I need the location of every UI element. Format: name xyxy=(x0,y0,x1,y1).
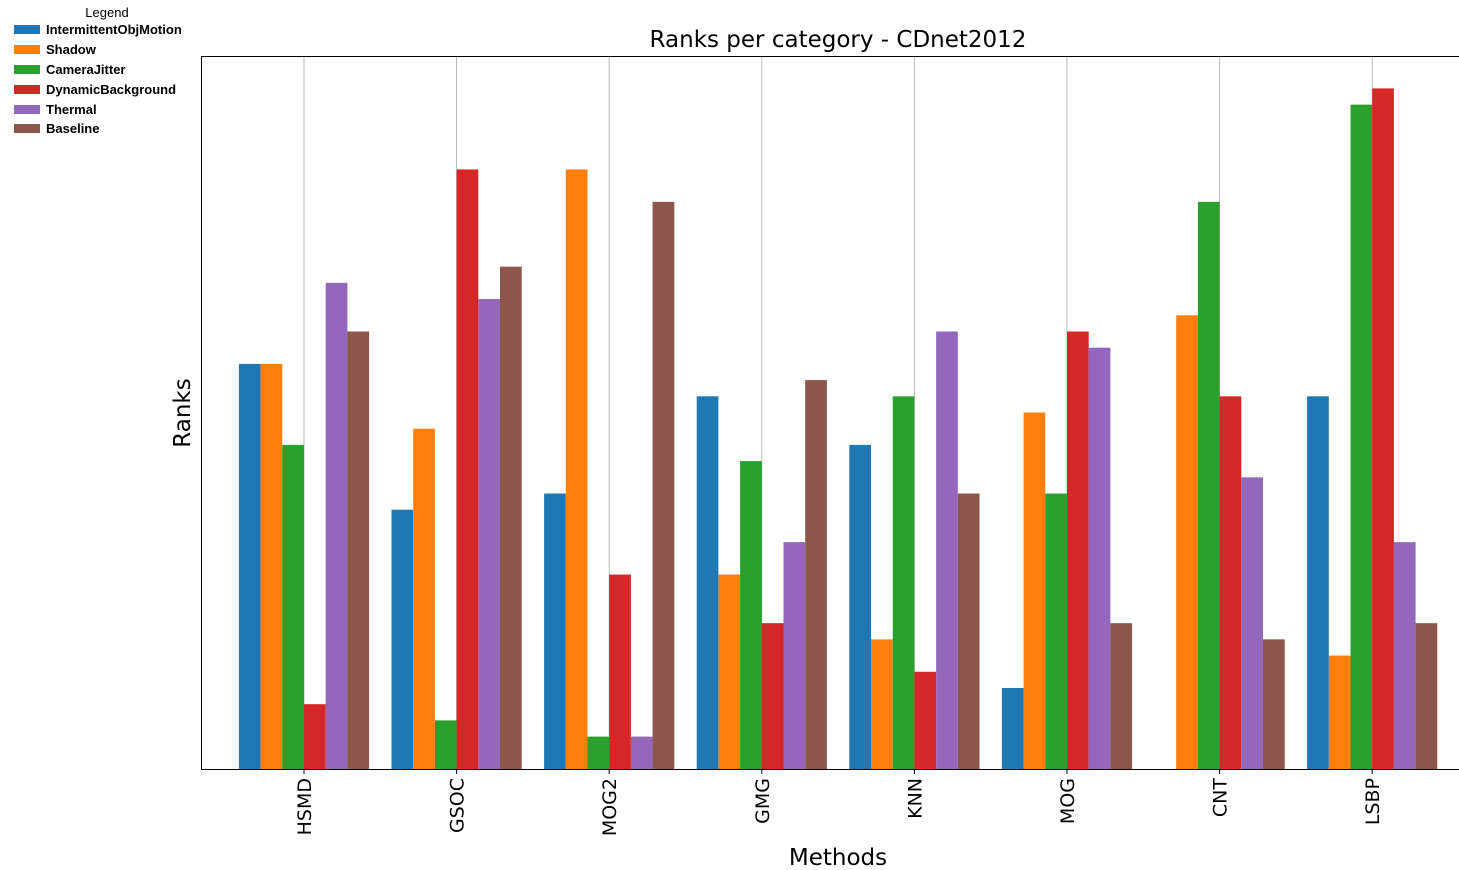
legend-label: IntermittentObjMotion xyxy=(46,22,182,38)
x-tick-label: HSMD xyxy=(294,778,316,835)
bar-mog2-baseline xyxy=(652,201,675,770)
bar-gsoc-shadow xyxy=(413,428,435,769)
legend-swatch xyxy=(14,45,40,55)
bar-mog2-shadow xyxy=(565,169,588,769)
x-axis-label: Methods xyxy=(789,845,887,870)
legend-swatch xyxy=(14,84,40,94)
bar-mog-intermittentobjmotion xyxy=(1001,687,1024,769)
bar-lsbp-dynamicbackground xyxy=(1372,88,1394,769)
bar-gmg-shadow xyxy=(718,574,741,769)
x-tick-label: MOG xyxy=(1057,778,1079,824)
bar-hsmd-baseline xyxy=(347,331,370,769)
bar-knn-shadow xyxy=(871,639,893,769)
bar-mog2-camerajitter xyxy=(587,736,610,769)
x-tick-label: GSOC xyxy=(447,778,469,833)
x-ticks: HSMD GSOC MOG2 GMG KNN MOG CNT LSBP xyxy=(294,769,1384,836)
bar-gsoc-baseline xyxy=(500,266,522,769)
bar-lsbp-thermal xyxy=(1393,542,1416,769)
legend-label: Baseline xyxy=(46,121,100,137)
bar-cnt-shadow xyxy=(1176,315,1198,769)
bar-gmg-intermittentobjmotion xyxy=(696,396,719,769)
legend-items: IntermittentObjMotion Shadow CameraJitter D… xyxy=(14,20,200,139)
bar-gsoc-camerajitter xyxy=(434,720,457,769)
legend-label: CameraJitter xyxy=(46,61,126,77)
bar-mog2-thermal xyxy=(630,736,653,769)
legend-item: Thermal xyxy=(14,99,200,119)
bar-mog-dynamicbackground xyxy=(1067,331,1089,769)
bar-hsmd-thermal xyxy=(325,282,348,769)
bar-hsmd-camerajitter xyxy=(282,444,304,769)
bar-hsmd-intermittentobjmotion xyxy=(238,363,261,769)
legend-item: DynamicBackground xyxy=(14,79,200,99)
legend-swatch xyxy=(14,104,40,114)
legend-swatch xyxy=(14,64,40,74)
x-tick-label: LSBP xyxy=(1362,778,1384,825)
bar-mog2-intermittentobjmotion xyxy=(544,493,566,769)
legend-item: IntermittentObjMotion xyxy=(14,20,200,40)
bar-mog-camerajitter xyxy=(1045,493,1067,769)
bar-cnt-camerajitter xyxy=(1197,201,1220,770)
bar-knn-baseline xyxy=(957,493,980,769)
bar-gmg-thermal xyxy=(783,542,806,769)
bar-hsmd-dynamicbackground xyxy=(304,704,326,769)
bars xyxy=(238,88,1438,770)
bar-knn-thermal xyxy=(936,331,958,769)
bar-gmg-camerajitter xyxy=(740,461,762,769)
x-tick-label: MOG2 xyxy=(599,778,621,836)
bar-gsoc-dynamicbackground xyxy=(456,169,479,769)
bar-gsoc-intermittentobjmotion xyxy=(391,509,414,769)
x-tick-label: GMG xyxy=(752,778,774,824)
bar-hsmd-shadow xyxy=(260,363,283,769)
bar-gmg-baseline xyxy=(805,380,827,769)
y-axis-label: Ranks xyxy=(170,378,196,447)
axes xyxy=(201,56,1459,770)
bar-lsbp-baseline xyxy=(1415,623,1438,769)
bar-knn-camerajitter xyxy=(892,396,915,769)
bar-gmg-dynamicbackground xyxy=(761,623,784,769)
legend-item: CameraJitter xyxy=(14,60,200,80)
legend-label: Thermal xyxy=(46,101,97,117)
bar-mog-thermal xyxy=(1088,347,1111,769)
bar-cnt-thermal xyxy=(1241,477,1263,769)
bar-mog2-dynamicbackground xyxy=(609,574,631,769)
bar-mog-baseline xyxy=(1110,623,1133,769)
legend: Legend IntermittentObjMotion Shadow Camera… xyxy=(14,5,200,139)
bar-cnt-dynamicbackground xyxy=(1219,396,1242,769)
bar-knn-dynamicbackground xyxy=(914,671,937,769)
bar-cnt-baseline xyxy=(1263,639,1285,769)
bar-lsbp-intermittentobjmotion xyxy=(1307,396,1329,769)
legend-label: Shadow xyxy=(46,42,96,58)
legend-swatch xyxy=(14,124,40,134)
legend-item: Baseline xyxy=(14,119,200,139)
legend-item: Shadow xyxy=(14,40,200,60)
legend-label: DynamicBackground xyxy=(46,81,177,97)
x-tick-label: CNT xyxy=(1210,778,1232,817)
legend-title: Legend xyxy=(85,5,129,20)
bar-gsoc-thermal xyxy=(478,299,500,769)
legend-swatch xyxy=(14,25,40,35)
bar-lsbp-shadow xyxy=(1328,655,1351,769)
x-tick-label: KNN xyxy=(904,778,926,819)
bar-mog-shadow xyxy=(1023,412,1046,769)
chart-title: Ranks per category - CDnet2012 xyxy=(650,27,1027,53)
bar-knn-intermittentobjmotion xyxy=(849,444,871,769)
bar-lsbp-camerajitter xyxy=(1350,104,1373,770)
